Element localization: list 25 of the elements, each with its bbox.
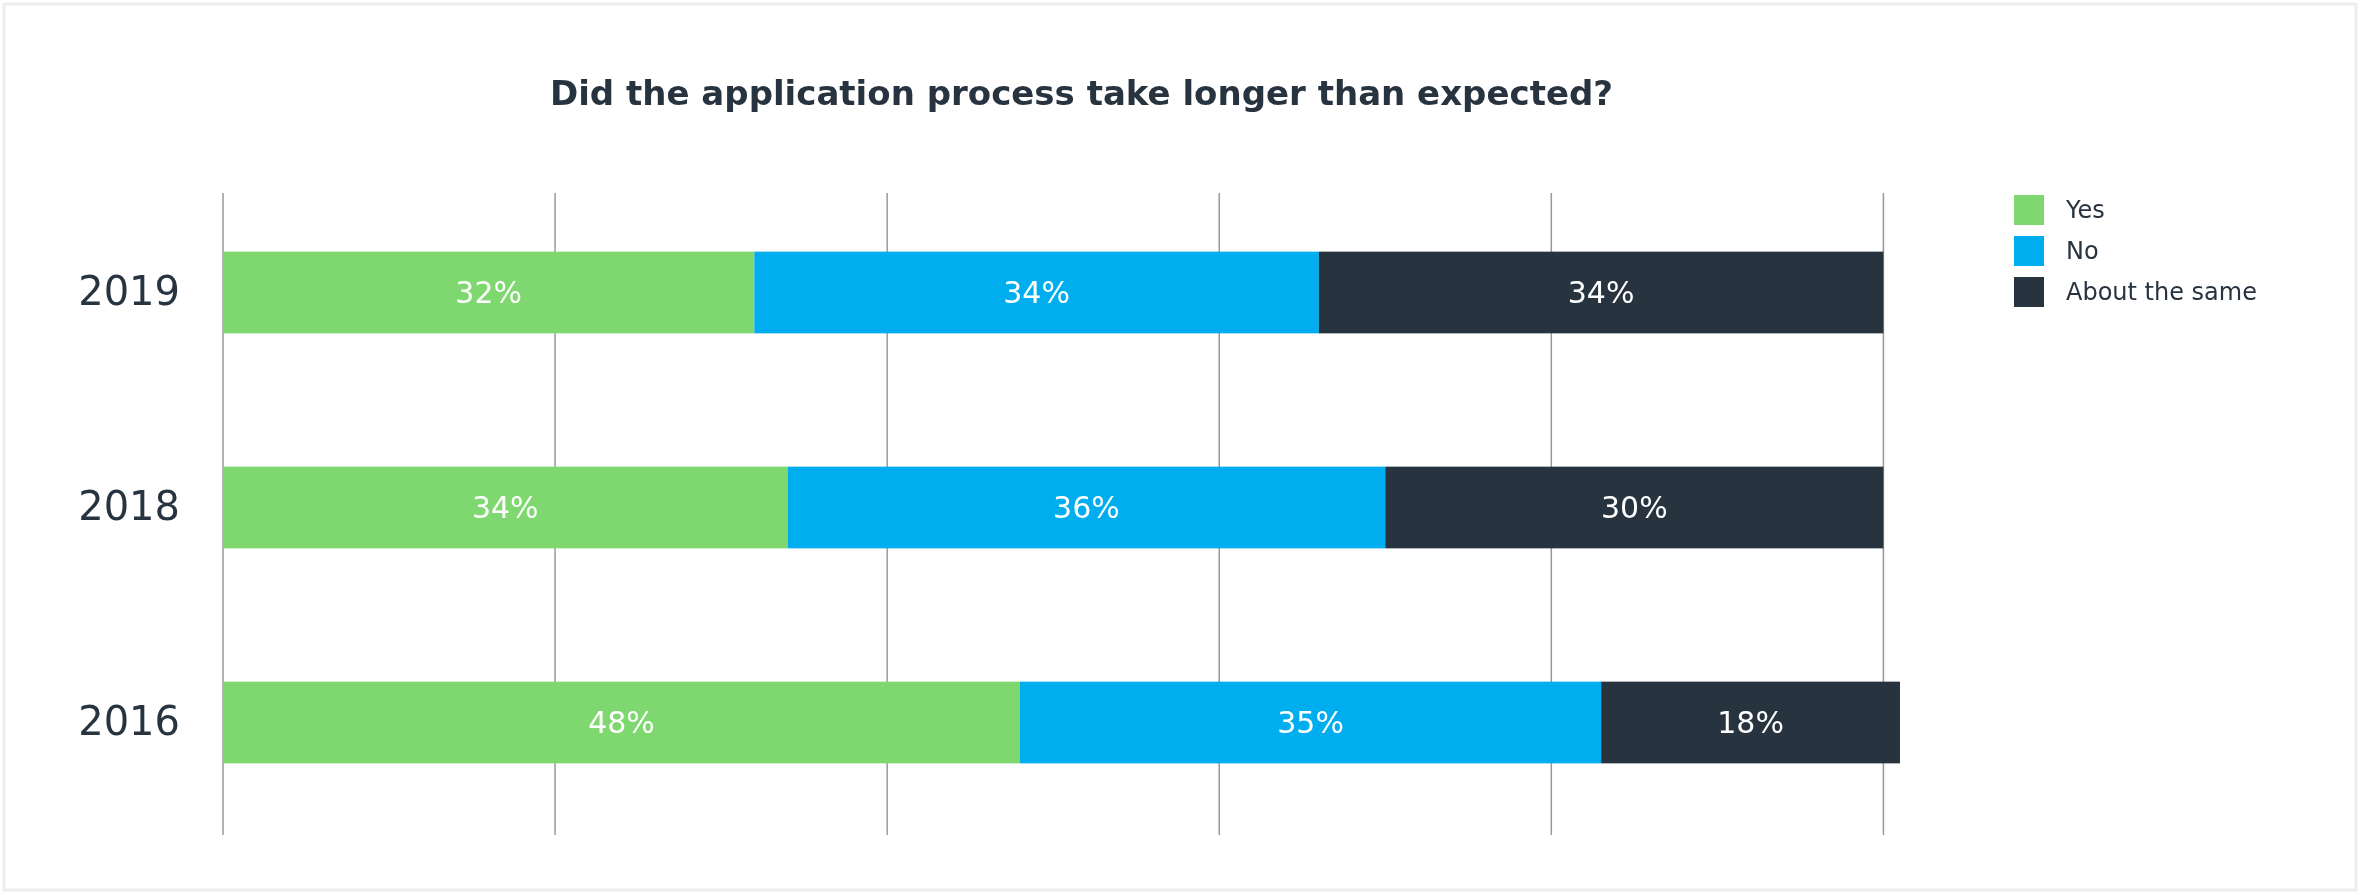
data-label: 48% [588,705,655,740]
bar [787,466,1386,549]
data-label: 34% [1003,275,1070,310]
bar [1318,251,1884,334]
data-label: 30% [1600,490,1668,525]
bar [754,251,1319,334]
y-tick-label: 2019 [78,268,180,315]
bar [223,681,1020,764]
data-label: 35% [1277,705,1344,740]
legend-label: About the same [2066,278,2257,307]
bar [223,466,788,549]
bar [1601,681,1900,764]
data-label: 34% [471,490,539,525]
chart-title: Did the application process take longer than expected? [549,73,1614,113]
legend-label: Yes [2065,196,2105,225]
data-label: 32% [455,275,523,310]
legend-label: No [2066,237,2099,266]
data-label: 36% [1053,490,1120,525]
bar [1385,466,1884,549]
y-tick-label: 2016 [78,698,180,745]
data-label: 18% [1717,705,1784,740]
data-label: 34% [1567,275,1635,310]
bar [1019,681,1602,764]
bar [223,251,755,334]
y-tick-label: 2018 [78,483,180,530]
